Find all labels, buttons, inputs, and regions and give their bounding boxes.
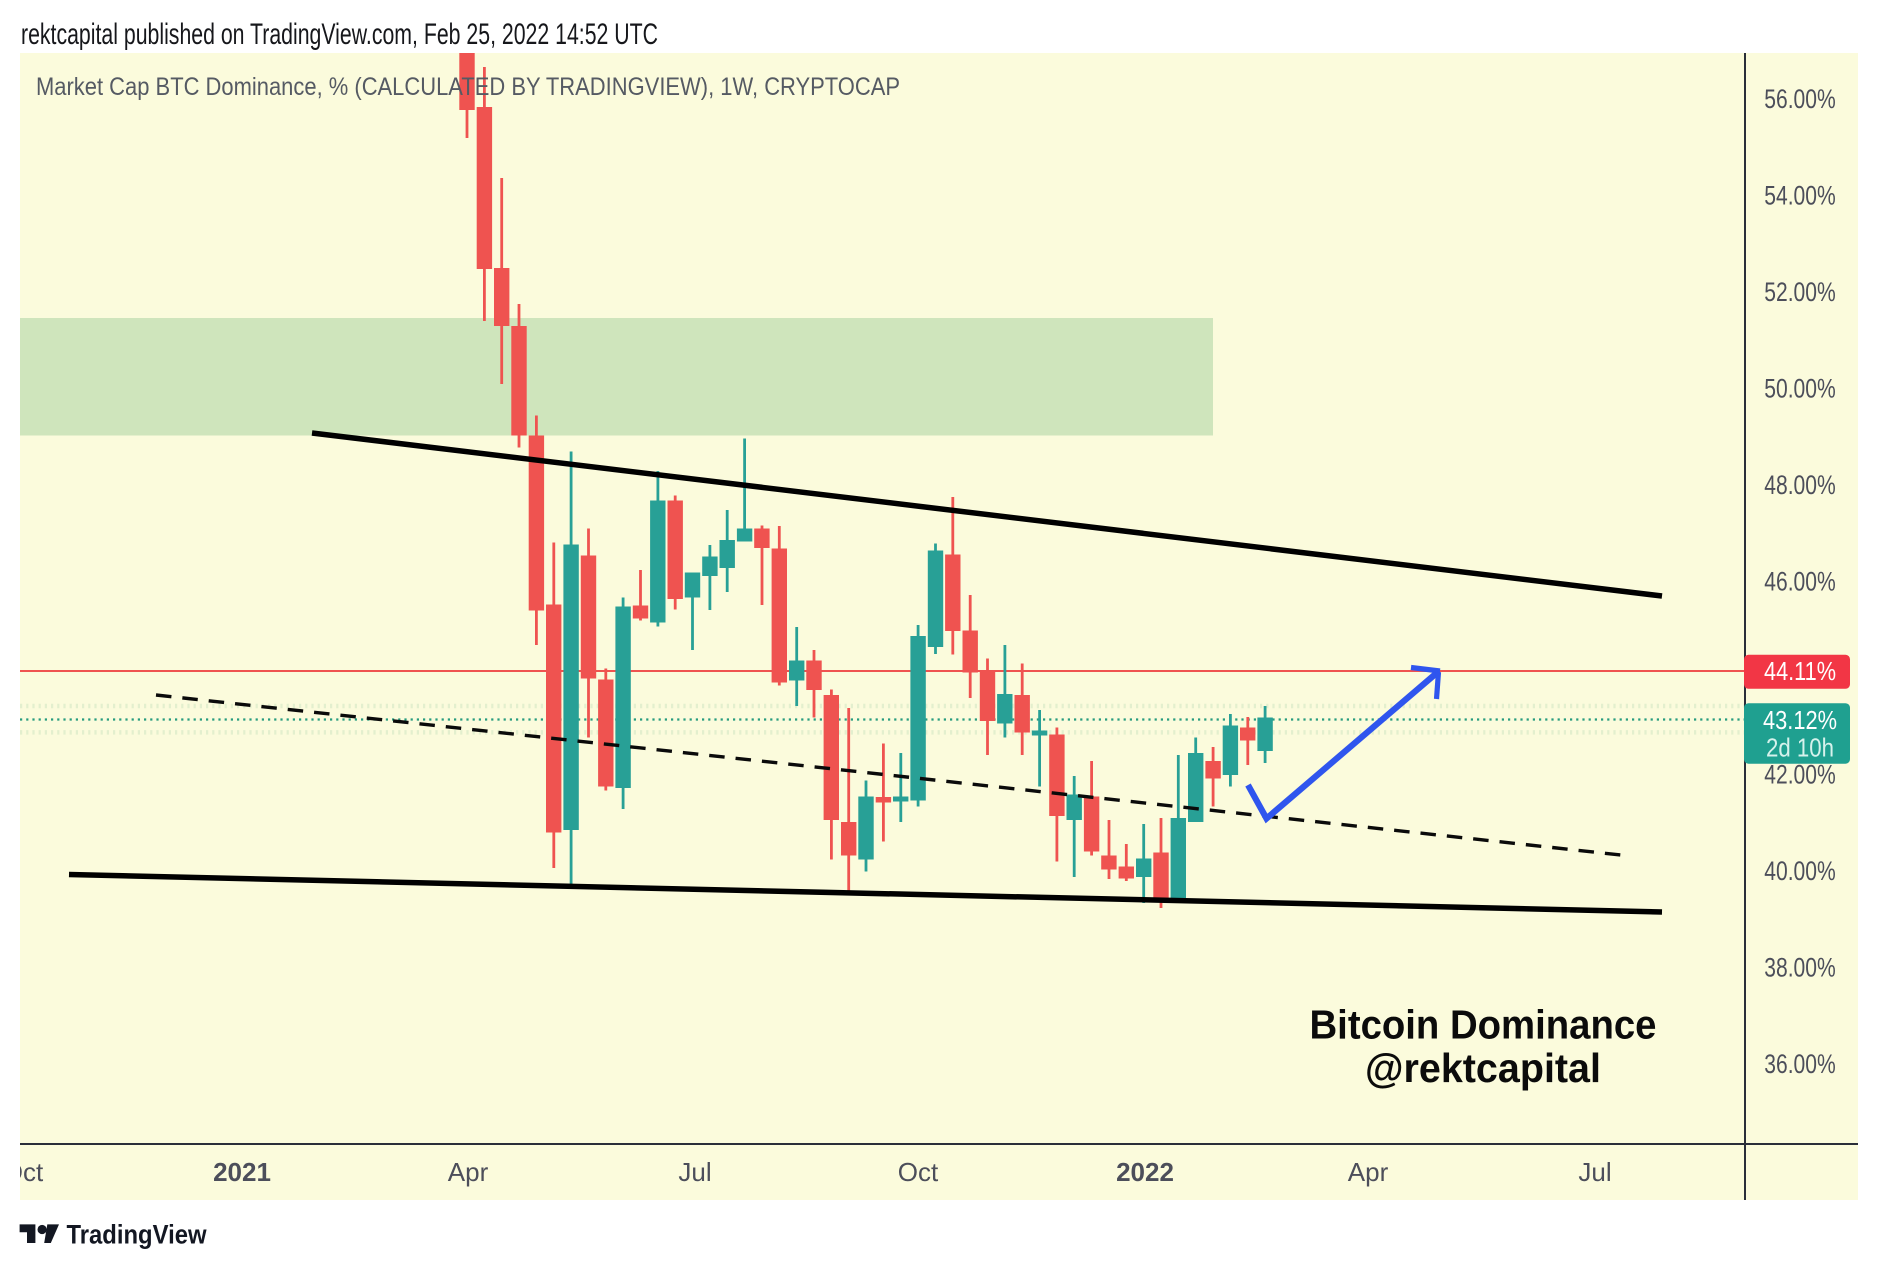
svg-text:Jul: Jul xyxy=(1578,1157,1611,1187)
svg-text:Bitcoin Dominance: Bitcoin Dominance xyxy=(1310,1002,1657,1048)
svg-text:2021: 2021 xyxy=(213,1157,271,1187)
svg-text:54.00%: 54.00% xyxy=(1764,181,1835,211)
svg-text:48.00%: 48.00% xyxy=(1764,470,1835,500)
svg-text:rektcapital published on Tradi: rektcapital published on TradingView.com… xyxy=(21,18,658,51)
svg-text:@rektcapital: @rektcapital xyxy=(1365,1045,1601,1091)
svg-text:50.00%: 50.00% xyxy=(1764,374,1835,404)
svg-text:56.00%: 56.00% xyxy=(1764,84,1835,114)
svg-text:43.12%: 43.12% xyxy=(1763,705,1837,735)
svg-text:Oct: Oct xyxy=(3,1157,44,1187)
svg-text:42.00%: 42.00% xyxy=(1764,760,1835,790)
svg-text:44.11%: 44.11% xyxy=(1764,656,1836,686)
svg-text:40.00%: 40.00% xyxy=(1764,856,1835,886)
svg-text:TradingView: TradingView xyxy=(67,1220,208,1250)
svg-text:Apr: Apr xyxy=(448,1157,489,1187)
svg-text:Jul: Jul xyxy=(678,1157,711,1187)
svg-text:38.00%: 38.00% xyxy=(1764,953,1835,983)
svg-text:2022: 2022 xyxy=(1116,1157,1174,1187)
svg-text:52.00%: 52.00% xyxy=(1764,277,1835,307)
svg-text:Market Cap BTC Dominance, % (C: Market Cap BTC Dominance, % (CALCULATED … xyxy=(36,73,900,101)
svg-text:Oct: Oct xyxy=(898,1157,939,1187)
svg-text:36.00%: 36.00% xyxy=(1764,1049,1835,1079)
svg-text:46.00%: 46.00% xyxy=(1764,567,1835,597)
svg-text:Apr: Apr xyxy=(1348,1157,1389,1187)
svg-text:2d 10h: 2d 10h xyxy=(1766,733,1834,763)
